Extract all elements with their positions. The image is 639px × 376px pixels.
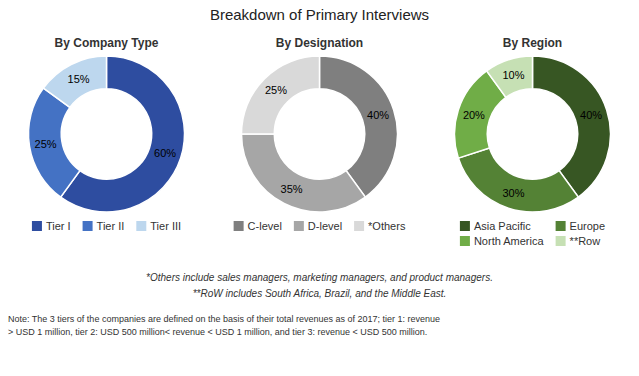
data-label: 25%: [35, 138, 57, 150]
note-line: > USD 1 million, tier 2: USD 500 million…: [8, 327, 427, 337]
note: **RoW includes South Africa, Brazil, and…: [193, 288, 447, 299]
legend: C-level D-level *Others: [234, 220, 406, 232]
legend-label: Tier III: [150, 220, 181, 232]
slice: [533, 56, 611, 197]
legend-swatch: [556, 221, 566, 231]
legend-label: **Row: [570, 235, 601, 247]
donut-chart: 60% 25% 15%: [29, 56, 185, 212]
data-labels: 40% 35% 25%: [265, 84, 389, 194]
legend-swatch: [83, 221, 93, 231]
donut-chart: 40% 35% 25%: [242, 56, 398, 212]
legend-item: **Row: [556, 235, 601, 247]
slice: [43, 56, 106, 107]
legend-label: D-level: [308, 220, 342, 232]
chart-title: By Region: [503, 36, 562, 50]
data-label: 35%: [281, 183, 303, 195]
legend-item: Europe: [556, 220, 605, 232]
legend-item: Tier II: [83, 220, 125, 232]
slice: [487, 56, 533, 97]
legend-label: C-level: [248, 220, 282, 232]
legend-swatch: [354, 221, 364, 231]
legend-swatch: [234, 221, 244, 231]
data-label: 40%: [580, 109, 602, 121]
legend-label: North America: [474, 235, 545, 247]
data-labels: 60% 25% 15%: [35, 73, 177, 159]
legend-swatch: [460, 236, 470, 246]
legend-swatch: [556, 236, 566, 246]
chart-root: Breakdown of Primary Interviews 60% 25% 15%…: [0, 0, 639, 376]
legend-label: Tier II: [97, 220, 125, 232]
slice: [242, 56, 320, 134]
legend-swatch: [32, 221, 42, 231]
data-label: 20%: [463, 109, 485, 121]
data-label: 15%: [68, 73, 90, 85]
main-title: Breakdown of Primary Interviews: [210, 6, 429, 23]
slice: [242, 134, 366, 212]
legend-item: Tier III: [136, 220, 181, 232]
legend-item: Tier I: [32, 220, 71, 232]
legend-label: Asia Pacific: [474, 220, 531, 232]
legend-label: *Others: [368, 220, 406, 232]
data-label: 10%: [502, 69, 524, 81]
note: Note: The 3 tiers of the companies are d…: [8, 314, 440, 337]
slices: [455, 56, 611, 212]
legend-item: C-level: [234, 220, 282, 232]
data-labels: 40% 30% 20% 10%: [463, 69, 602, 198]
legend-item: Asia Pacific: [460, 220, 531, 232]
legend-swatch: [294, 221, 304, 231]
slice: [458, 148, 578, 212]
slice: [61, 56, 185, 212]
legend-item: D-level: [294, 220, 342, 232]
data-label: 60%: [154, 147, 176, 159]
data-label: 30%: [502, 187, 524, 199]
data-label: 25%: [265, 84, 287, 96]
slices: [242, 56, 398, 212]
legend: Asia Pacific Europe North America **Row: [460, 220, 605, 247]
note: *Others include sales managers, marketin…: [146, 272, 493, 283]
legend-item: North America: [460, 235, 545, 247]
legend: Tier I Tier II Tier III: [32, 220, 181, 232]
legend-item: *Others: [354, 220, 406, 232]
legend-swatch: [136, 221, 146, 231]
donut-chart: 40% 30% 20% 10%: [455, 56, 611, 212]
legend-swatch: [460, 221, 470, 231]
chart-title: By Designation: [276, 36, 363, 50]
note-line: Note: The 3 tiers of the companies are d…: [8, 314, 440, 324]
chart-title: By Company Type: [55, 36, 159, 50]
legend-label: Tier I: [46, 220, 71, 232]
slices: [29, 56, 185, 212]
slice: [320, 56, 398, 197]
legend-label: Europe: [570, 220, 605, 232]
data-label: 40%: [367, 109, 389, 121]
